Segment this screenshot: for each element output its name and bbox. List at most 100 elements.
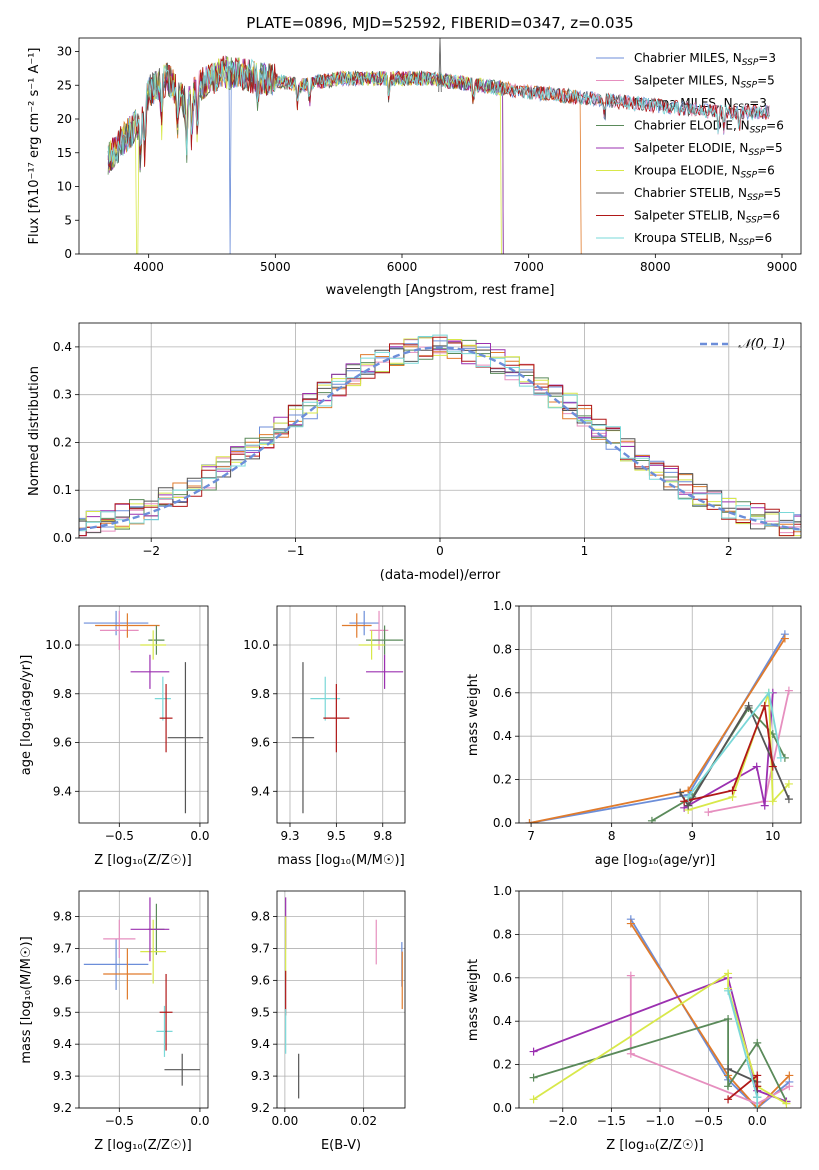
- weight_Z-marker-5-0: [529, 1095, 538, 1104]
- hist-step-7: [79, 336, 801, 537]
- weight_Z-marker-2-3: [785, 1082, 794, 1091]
- weight_Z-marker-5-4: [782, 1099, 791, 1108]
- age_mass-frame: [276, 605, 406, 824]
- weight_Z-plot-area: [529, 915, 794, 1108]
- hist-frame: [78, 322, 802, 539]
- spectrum-ytick-label: 20: [57, 112, 72, 126]
- weight_age-marker-7-2: [760, 701, 769, 710]
- hist-step-0: [79, 336, 801, 528]
- weightAge-ylabel: mass weight: [466, 674, 481, 756]
- mass-vs-metallicity-panel: Z [log₁₀(Z/Z☉)] mass [log₁₀(M/M☉)]: [19, 936, 192, 1153]
- weight_age-xtick-label: 7: [527, 829, 535, 843]
- weight_Z-ytick-label: 0.8: [493, 927, 512, 941]
- age_Z-ytick-label: 10.0: [45, 638, 72, 652]
- massZ-ylabel: mass [log₁₀(M/M☉)]: [19, 936, 34, 1063]
- weight_age-grid: [519, 605, 801, 824]
- mass_ebv-ytick-label: 9.2: [251, 1101, 270, 1115]
- weight_age-ytick-label: 0.8: [493, 642, 512, 656]
- weight_Z-xtick-label: 0.0: [748, 1114, 767, 1128]
- spectrum-plot-area: [107, 38, 770, 254]
- massEbv-xlabel: E(B-V): [321, 1138, 361, 1153]
- spectrum-ytick-label: 0: [64, 247, 72, 261]
- weight_age-axes: 7 8 9 10 0.0 0.2 0.4 0.6 0.8 1.0: [493, 599, 802, 843]
- mass_ebv-ytick-label: 9.6: [251, 973, 270, 987]
- weight_age-plot-area: [525, 630, 793, 823]
- mass_ebv-ytick-label: 9.5: [251, 1005, 270, 1019]
- mass_ebv-ytick-label: 9.7: [251, 941, 270, 955]
- weight_age-marker-4-1: [752, 762, 761, 771]
- weight_Z-marker-1-3: [785, 1071, 794, 1080]
- weight_Z-marker-7-0: [724, 1095, 733, 1104]
- spectrum-ticks: 4000 5000 6000 7000 8000 9000 0 5 10 15 20 25 30: [57, 45, 798, 275]
- weight_Z-marker-4-0: [529, 1047, 538, 1056]
- hist-xlabel: (data-model)/error: [380, 568, 501, 583]
- spectrum-xtick-label: 7000: [513, 260, 544, 274]
- weight_Z-ytick-label: 1.0: [493, 884, 512, 898]
- hist-step-2: [79, 345, 801, 533]
- mass_Z-ytick-label: 9.7: [53, 941, 72, 955]
- ageZ-xlabel: Z [log₁₀(Z/Z☉)]: [94, 853, 191, 868]
- age_mass-axes: 9.3 9.5 9.8 9.4 9.6 9.8 10.0: [243, 605, 406, 843]
- spectrum-legend-label-5: Kroupa ELODIE, NSSP=6: [634, 164, 775, 181]
- weight_age-line-4: [683, 692, 774, 809]
- age_Z-ytick-label: 9.4: [53, 784, 72, 798]
- spectrum-xlabel: wavelength [Angstrom, rest frame]: [326, 283, 555, 298]
- weight_age-marker-4-2: [760, 801, 769, 810]
- hist-xtick-label: 1: [581, 544, 589, 558]
- weight_Z-marker-3-0: [529, 1073, 538, 1082]
- age_mass-ytick-label: 9.4: [251, 784, 270, 798]
- mass-vs-ebv-panel: E(B-V): [321, 1138, 361, 1153]
- weight_age-ytick-label: 0.2: [493, 773, 512, 787]
- hist-xtick-label: −2: [142, 544, 160, 558]
- mass_Z-grid: [79, 891, 208, 1109]
- hist-ytick-label: 0.2: [53, 435, 72, 449]
- weight_Z-xtick-label: −1.5: [597, 1114, 626, 1128]
- age_Z-xtick-label: −0.5: [105, 829, 134, 843]
- weight_Z-ytick-label: 0.6: [493, 971, 512, 985]
- spectrum-ytick-label: 10: [57, 180, 72, 194]
- weight_age-xtick-label: 9: [688, 829, 696, 843]
- residual-histogram-panel: (data-model)/error Normed distribution 𝒩…: [27, 337, 785, 583]
- mass_Z-xtick-label: −0.5: [105, 1114, 134, 1128]
- spectrum-xtick-label: 6000: [387, 260, 418, 274]
- weight_Z-marker-8-0: [724, 986, 733, 995]
- weight_Z-line-1: [630, 923, 790, 1108]
- spectrum-panel: PLATE=0896, MJD=52592, FIBERID=0347, z=0…: [27, 14, 784, 298]
- weight_Z-ytick-label: 0.4: [493, 1014, 512, 1028]
- weight_age-line-7: [684, 705, 774, 803]
- spectrum-legend-label-0: Chabrier MILES, NSSP=3: [634, 51, 776, 68]
- weight_age-marker-7-1: [728, 786, 737, 795]
- weight_age-marker-8-2: [776, 753, 785, 762]
- spectrum-title: PLATE=0896, MJD=52592, FIBERID=0347, z=0…: [246, 14, 633, 32]
- hist-ticks: −2 −1 0 1 2 0.0 0.1 0.2 0.3 0.4: [53, 340, 733, 558]
- weight_age-marker-2-2: [784, 686, 793, 695]
- mass_ebv-ytick-label: 9.8: [251, 910, 270, 924]
- mass_ebv-axes: 0.00 0.02 9.2 9.3 9.4 9.5 9.6 9.7 9.8: [251, 890, 406, 1128]
- weight_Z-marker-3-3: [753, 1038, 762, 1047]
- weight_Z-marker-8-1: [753, 1093, 762, 1102]
- spectrum-legend-label-7: Salpeter STELIB, NSSP=6: [634, 209, 780, 226]
- weight_age-marker-3-0: [647, 816, 656, 823]
- weight_age-ytick-label: 0.4: [493, 729, 512, 743]
- weight_age-ytick-label: 1.0: [493, 599, 512, 613]
- weight_Z-marker-3-2: [724, 1082, 733, 1091]
- weight_age-marker-6-3: [784, 795, 793, 804]
- mass_Z-ytick-label: 9.6: [53, 973, 72, 987]
- hist-ytick-label: 0.1: [53, 483, 72, 497]
- mass_ebv-ytick-label: 9.4: [251, 1037, 270, 1051]
- age_mass-xtick-label: 9.5: [327, 829, 346, 843]
- weight_age-xtick-label: 10: [765, 829, 780, 843]
- spectrum-legend-label-6: Chabrier STELIB, NSSP=5: [634, 186, 781, 203]
- gaussian-curve: [79, 346, 801, 531]
- age_Z-plot-area: [83, 610, 204, 814]
- weight_age-marker-7-0: [680, 797, 689, 806]
- hist-xtick-label: −1: [287, 544, 305, 558]
- weight_Z-xtick-label: −1.0: [645, 1114, 674, 1128]
- age_Z-ytick-label: 9.6: [53, 736, 72, 750]
- weight_age-marker-8-1: [764, 688, 773, 697]
- weight_age-marker-1-0: [525, 819, 534, 823]
- spectrum-ytick-label: 30: [57, 45, 72, 59]
- weight-vs-metallicity-panel: Z [log₁₀(Z/Z☉)] mass weight: [466, 959, 704, 1153]
- age_Z-axes: −0.5 0.0 9.4 9.6 9.8 10.0: [45, 605, 209, 843]
